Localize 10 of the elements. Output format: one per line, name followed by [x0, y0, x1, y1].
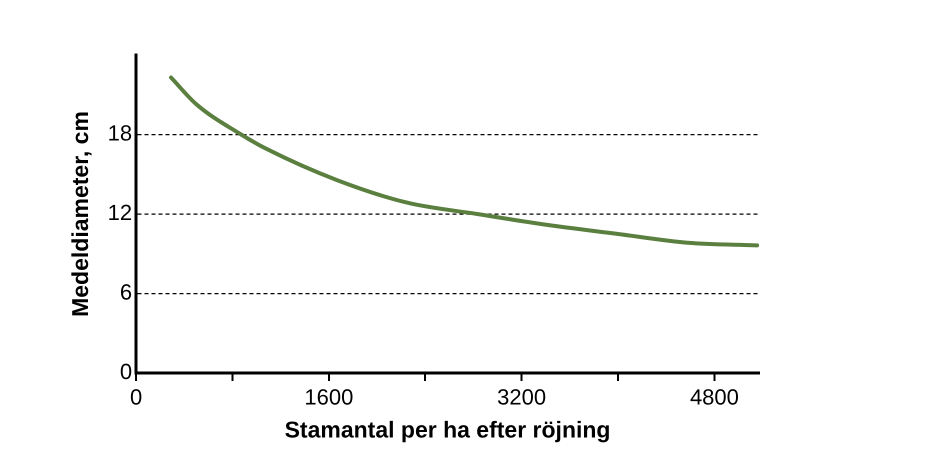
y-axis-title: Medeldiameter, cm — [67, 111, 94, 317]
y-tick-label: 6 — [120, 280, 132, 305]
x-tick-label: 4800 — [690, 384, 739, 410]
y-tick-label: 18 — [108, 120, 132, 146]
x-tick-label: 3200 — [497, 384, 546, 410]
x-tick-label: 1600 — [304, 384, 354, 410]
line-series — [169, 76, 759, 248]
x-axis-title: Stamantal per ha efter röjning — [284, 416, 610, 443]
y-tick-label: 0 — [120, 359, 132, 384]
y-tick-label: 12 — [108, 200, 132, 226]
